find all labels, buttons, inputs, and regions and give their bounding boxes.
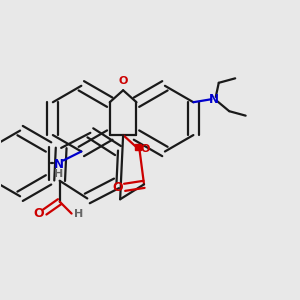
Text: O: O — [140, 143, 150, 154]
Text: H: H — [74, 208, 84, 219]
Text: N: N — [54, 158, 64, 171]
Text: O: O — [118, 76, 128, 86]
Text: H: H — [54, 169, 64, 179]
Text: O: O — [113, 181, 123, 194]
Text: N: N — [209, 93, 219, 106]
Text: O: O — [33, 207, 44, 220]
